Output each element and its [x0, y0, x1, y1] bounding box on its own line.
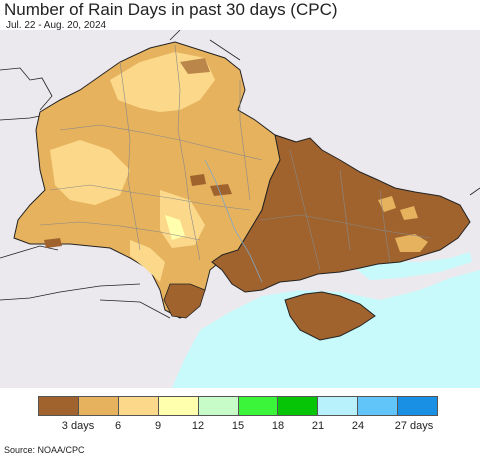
- dark-east-south-region: [211, 134, 471, 293]
- patch-southwest-light: [130, 240, 165, 282]
- map-title: Number of Rain Days in past 30 days (CPC…: [4, 0, 338, 19]
- sea-of-azov: [355, 252, 472, 280]
- dnipro-river: [204, 159, 263, 283]
- source-credit: Source: NOAA/CPC: [4, 445, 85, 455]
- legend-swatch-12-15: [198, 397, 239, 415]
- legend-swatch-3-6: [78, 397, 119, 415]
- dark-spot-1: [210, 184, 232, 196]
- legend-tick: 6: [114, 420, 122, 432]
- legend-tick: 12: [191, 420, 205, 432]
- legend-tick: 21: [311, 420, 325, 432]
- legend-ticks: 3 days 6 9 12 15 18 21 24 27 days: [0, 420, 480, 436]
- legend-swatch-27-30: [398, 397, 438, 415]
- legend-swatch-21-24: [318, 397, 359, 415]
- crimea: [284, 291, 376, 341]
- patch-yellow: [165, 215, 185, 240]
- patch-east-orange-3: [400, 206, 418, 220]
- dark-spot-3: [44, 238, 62, 248]
- dark-spot-4: [180, 58, 210, 74]
- legend-swatch-0-3: [39, 397, 79, 415]
- color-legend: [38, 396, 438, 416]
- rain-days-map: [0, 30, 480, 388]
- legend-tick: 24: [351, 420, 365, 432]
- legend-tick: 3 days: [61, 420, 95, 432]
- legend-swatch-9-12: [158, 397, 199, 415]
- legend-swatch-24-27: [358, 397, 399, 415]
- legend-tick: 15: [231, 420, 245, 432]
- legend-tick: 27 days: [394, 420, 434, 432]
- legend-swatch-6-9: [118, 397, 159, 415]
- map-date-range: Jul. 22 - Aug. 20, 2024: [6, 20, 107, 31]
- legend-tick: 18: [271, 420, 285, 432]
- dark-spot-2: [190, 174, 206, 186]
- odesa-dark: [163, 283, 206, 319]
- legend-swatch-18-21: [278, 397, 319, 415]
- patch-east-orange: [395, 234, 428, 252]
- legend-tick: 9: [154, 420, 162, 432]
- legend-swatch-15-18: [238, 397, 279, 415]
